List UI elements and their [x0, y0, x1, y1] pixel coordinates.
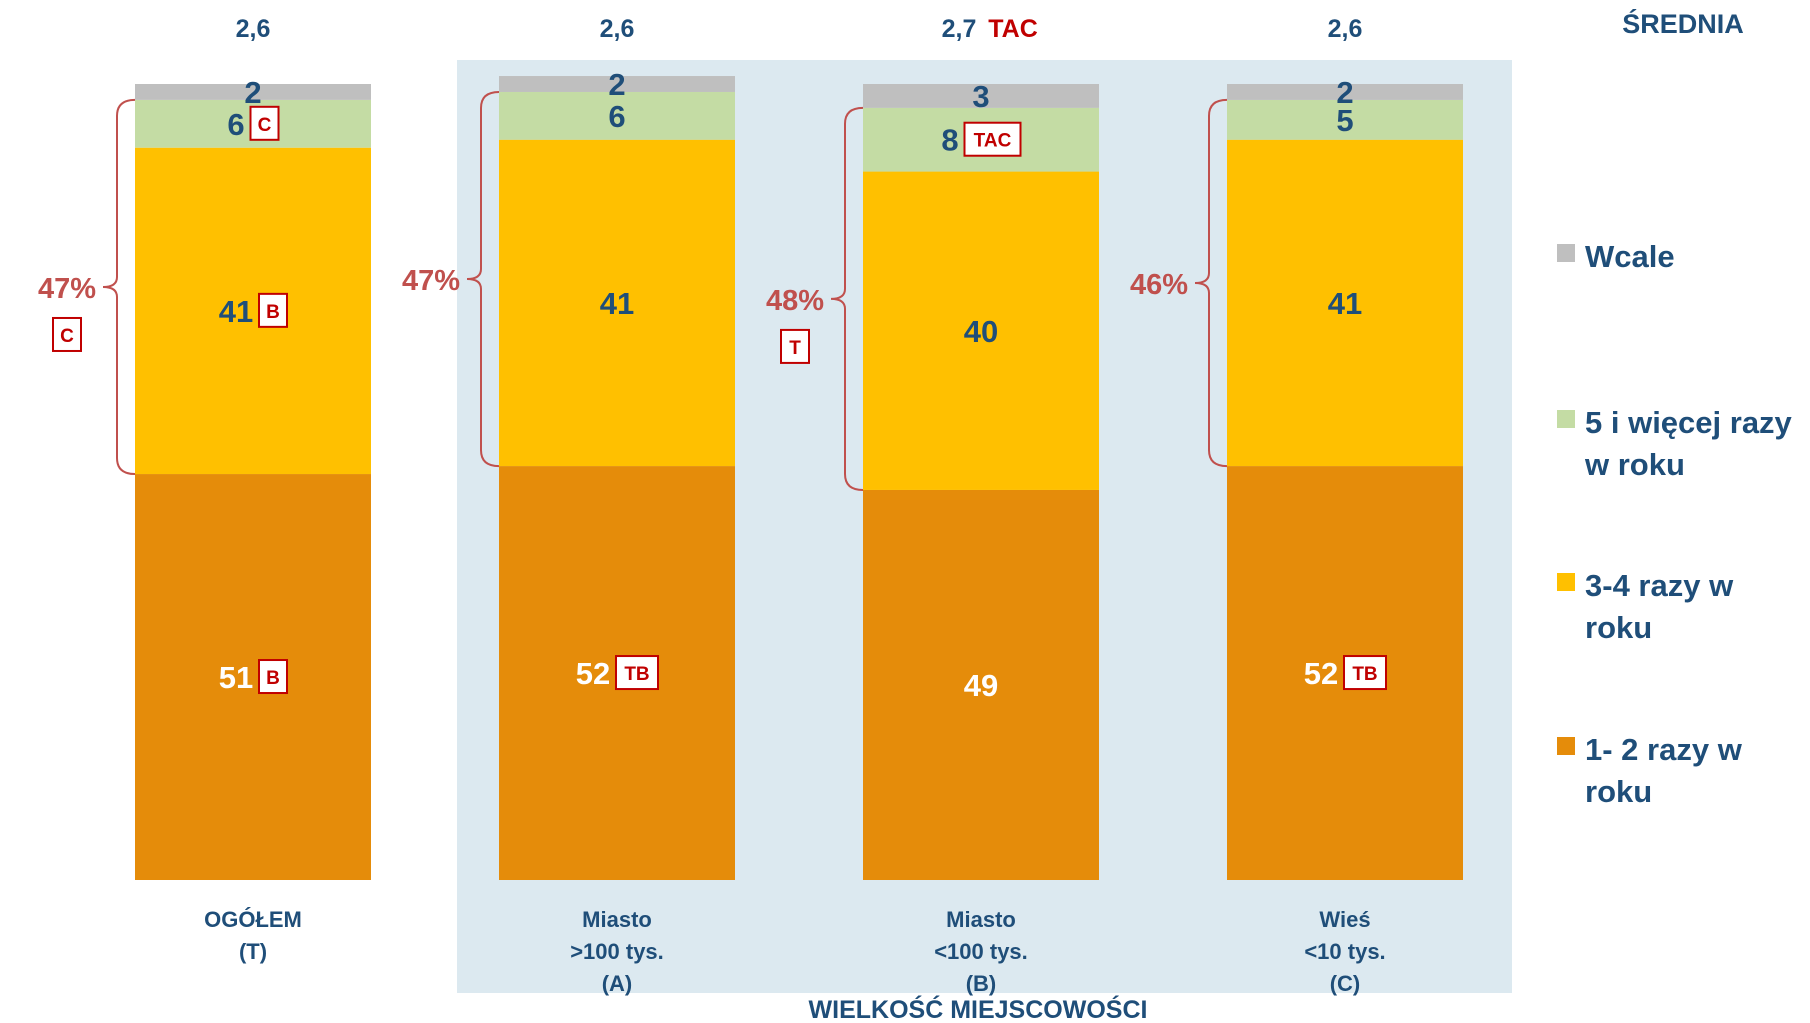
legend-label-3-4: 3-4 razy w roku [1585, 568, 1734, 645]
category-label: >100 tys. [570, 939, 664, 964]
data-label: 6 [608, 99, 625, 134]
data-label: 52 [576, 656, 610, 691]
data-label: 41 [600, 286, 634, 321]
bracket-label: 47% [402, 265, 460, 297]
mean-value: 2,6 [1328, 15, 1363, 43]
data-label: 49 [964, 668, 998, 703]
data-label: 40 [964, 314, 998, 349]
legend-label-1-2: 1- 2 razy w roku [1585, 732, 1742, 809]
data-label-flag: B [258, 292, 288, 328]
bracket-label: 46% [1130, 269, 1188, 301]
category-label: (T) [239, 939, 267, 964]
category-label: Miasto [946, 907, 1016, 932]
bracket [102, 98, 136, 476]
bracket [1194, 98, 1228, 468]
legend-swatch-1-2 [1557, 737, 1575, 755]
bracket-flag: T [780, 328, 810, 364]
bar-segment [135, 84, 371, 100]
data-label: 8 [941, 123, 958, 158]
data-label-flag-text: C [258, 115, 272, 136]
data-label-flag-box [258, 292, 288, 328]
category-label: (B) [966, 971, 997, 996]
bracket-flag-box [780, 328, 810, 364]
data-label-flag-text: B [266, 668, 280, 689]
bracket [830, 106, 864, 491]
legend-label-5-plus: 5 i więcej razy w roku [1585, 405, 1792, 482]
x-axis-group-label: WIELKOŚĆ MIEJSCOWOŚCI [809, 994, 1148, 1023]
bracket-flag: C [52, 316, 82, 352]
data-label-flag: C [249, 105, 280, 141]
category-label: <10 tys. [1304, 939, 1385, 964]
data-label-flag: B [258, 659, 288, 695]
mean-flag: TAC [988, 15, 1038, 43]
bar-segment [499, 76, 735, 92]
legend-swatch-3-4 [1557, 573, 1575, 591]
data-label: 3 [972, 79, 989, 114]
data-label-flag: TAC [963, 121, 1022, 157]
category-label: Miasto [582, 907, 652, 932]
data-label-flag-box [249, 105, 280, 141]
mean-value: 2,7 [942, 15, 977, 43]
category-label: (C) [1330, 971, 1361, 996]
bar-segment [863, 84, 1099, 108]
category-label: Wieś [1319, 907, 1370, 932]
bar-segment [1227, 139, 1463, 467]
data-label-flag-text: B [266, 302, 280, 323]
mean-value: 2,6 [600, 15, 635, 43]
data-label: 41 [1328, 286, 1362, 321]
data-label: 51 [219, 660, 253, 695]
bar-segment [1227, 84, 1463, 100]
category-label: (A) [602, 971, 633, 996]
bracket-flag-text: T [789, 338, 801, 359]
data-label: 6 [227, 107, 244, 142]
bar-segment [1227, 99, 1463, 140]
data-label: 2 [1336, 75, 1353, 110]
bracket [466, 90, 500, 468]
data-label: 52 [1304, 656, 1338, 691]
bracket-flag-box [52, 316, 82, 352]
category-label: OGÓŁEM [204, 907, 302, 932]
data-label-flag: TB [615, 655, 659, 691]
data-label-flag-box [963, 121, 1022, 157]
data-label-flag-text: TB [1352, 664, 1377, 685]
bracket-label: 48% [766, 285, 824, 317]
bar-segment [499, 91, 735, 140]
data-label: 2 [244, 75, 261, 110]
mean-value: 2,6 [236, 15, 271, 43]
data-label-flag-box [615, 655, 659, 691]
legend-label-wcale: Wcale [1585, 239, 1675, 274]
bar-segment [135, 147, 371, 475]
data-label: 5 [1336, 103, 1353, 138]
data-label-flag-text: TB [624, 664, 649, 685]
bracket-flag-text: C [60, 326, 74, 347]
bar-segment [863, 489, 1099, 880]
mean-header: ŚREDNIA [1622, 8, 1744, 39]
category-label: <100 tys. [934, 939, 1028, 964]
data-label-flag: TB [1343, 655, 1387, 691]
data-label-flag-text: TAC [974, 131, 1012, 152]
data-label: 2 [608, 67, 625, 102]
data-label-flag-box [258, 659, 288, 695]
data-label-flag-box [1343, 655, 1387, 691]
bar-segment [863, 171, 1099, 490]
legend-swatch-5-plus [1557, 410, 1575, 428]
bracket-label: 47% [38, 273, 96, 305]
data-label: 41 [219, 294, 253, 329]
bar-segment [135, 474, 371, 880]
bar-segment [499, 139, 735, 467]
legend-swatch-wcale [1557, 244, 1575, 262]
